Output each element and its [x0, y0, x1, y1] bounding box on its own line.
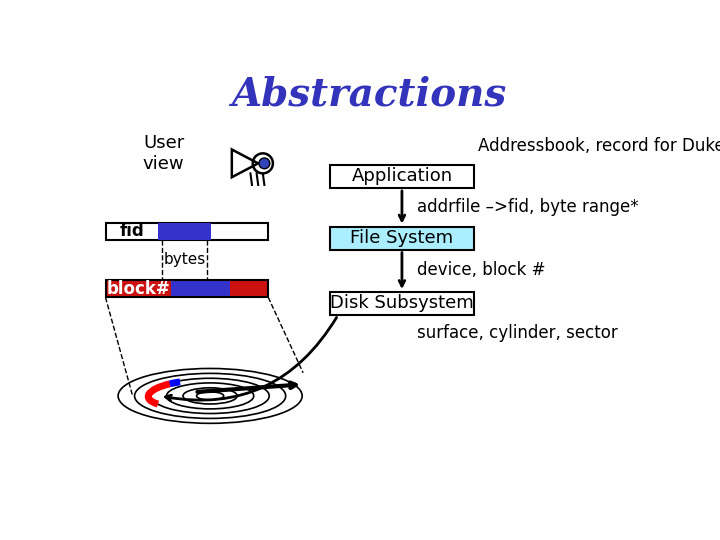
Text: Abstractions: Abstractions [231, 75, 507, 113]
Text: surface, cylinder, sector: surface, cylinder, sector [418, 324, 618, 342]
Bar [330, 292, 474, 315]
Text: block#: block# [107, 280, 171, 298]
Circle shape [259, 158, 270, 168]
Bar [158, 222, 211, 240]
Text: Disk Subsystem: Disk Subsystem [330, 294, 474, 313]
Bar [330, 226, 474, 249]
Bar [106, 222, 269, 240]
Text: Application: Application [351, 167, 452, 185]
Text: bytes: bytes [163, 253, 206, 267]
Bar [106, 280, 269, 298]
Text: fid: fid [120, 222, 144, 240]
Text: File System: File System [351, 229, 454, 247]
Bar [171, 280, 230, 298]
Text: addrfile –>fid, byte range*: addrfile –>fid, byte range* [418, 198, 639, 216]
Bar [330, 165, 474, 188]
Text: device, block #: device, block # [418, 261, 546, 279]
Bar [106, 280, 171, 298]
Bar [230, 280, 269, 298]
Text: User
view: User view [143, 134, 184, 173]
Text: Addressbook, record for Duke CPS: Addressbook, record for Duke CPS [477, 137, 720, 154]
